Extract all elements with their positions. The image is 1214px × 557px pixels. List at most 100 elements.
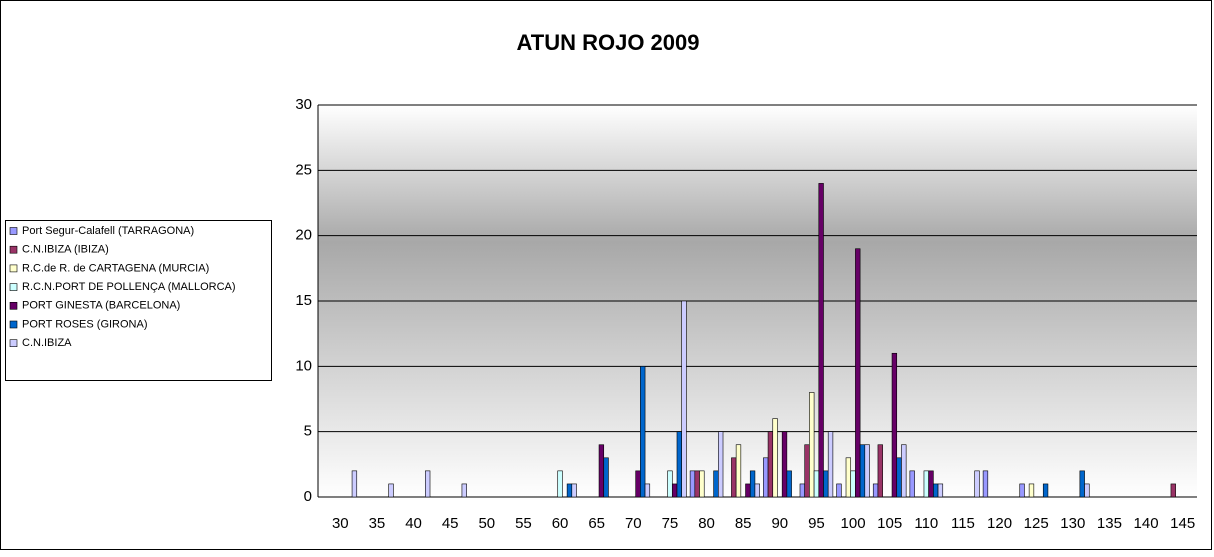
x-tick-label: 75 (662, 515, 679, 532)
x-tick-label: 40 (405, 515, 422, 532)
x-tick-label: 100 (841, 515, 866, 532)
bar (763, 457, 769, 498)
x-tick-label: 60 (552, 515, 569, 532)
legend-swatch (9, 301, 18, 310)
x-tick-label: 140 (1134, 515, 1159, 532)
x-tick-label: 120 (987, 515, 1012, 532)
bar (864, 444, 870, 498)
x-tick-label: 95 (808, 515, 825, 532)
x-tick-label: 110 (914, 515, 938, 532)
bar (425, 470, 431, 498)
bar (718, 431, 724, 498)
bar (933, 483, 939, 498)
x-tick-label: 50 (478, 515, 495, 532)
y-tick-label: 30 (295, 96, 312, 113)
x-tick-label: 65 (588, 515, 605, 532)
bar (872, 483, 879, 498)
bar (859, 444, 866, 498)
x-tick-label: 85 (735, 515, 752, 532)
bar (982, 470, 989, 498)
bar (923, 470, 929, 498)
y-tick-label: 5 (304, 423, 312, 440)
bar (640, 366, 646, 498)
x-tick-label: 90 (771, 515, 788, 532)
legend (5, 220, 272, 381)
bar (1028, 483, 1035, 498)
y-tick-label: 15 (295, 292, 312, 309)
bar (351, 470, 358, 498)
legend-label: R.C.de R. de CARTAGENA (MURCIA) (22, 262, 209, 274)
bar (566, 483, 573, 498)
legend-label: C.N.IBIZA (IBIZA) (22, 244, 109, 256)
bar (1170, 483, 1176, 498)
x-tick-label: 105 (877, 515, 902, 532)
chart-title: ATUN ROJO 2009 (517, 30, 700, 55)
bar (745, 483, 751, 498)
bar (827, 431, 834, 498)
bar (850, 470, 856, 498)
bar (671, 483, 678, 498)
bar (603, 457, 609, 498)
bar (855, 248, 861, 498)
bar (836, 483, 842, 498)
bar (974, 470, 980, 498)
bar (557, 470, 563, 498)
bar (804, 444, 810, 498)
bar (694, 470, 700, 498)
bar (1019, 483, 1025, 498)
bar (731, 457, 737, 498)
legend-swatch (9, 283, 18, 291)
x-tick-label: 80 (698, 515, 715, 532)
bar (681, 300, 687, 498)
bar (689, 470, 696, 498)
bar (891, 352, 898, 498)
y-tick-label: 10 (295, 357, 312, 374)
x-tick-label: 55 (515, 515, 532, 532)
x-tick-label: 115 (951, 515, 975, 532)
bar (749, 470, 756, 498)
bar (598, 444, 605, 498)
legend-label: PORT GINESTA (BARCELONA) (22, 300, 180, 312)
x-tick-label: 35 (369, 515, 386, 532)
bar (845, 457, 852, 498)
bar (713, 470, 719, 498)
legend-swatch (9, 227, 18, 235)
bar (699, 470, 705, 498)
x-tick-label: 145 (1170, 515, 1195, 532)
x-tick-label: 30 (332, 515, 349, 532)
bar (571, 483, 577, 498)
legend-label: R.C.N.PORT DE POLLENÇA (MALLORCA) (22, 281, 236, 293)
legend-swatch (9, 320, 18, 329)
bar (909, 470, 915, 498)
bar (1079, 470, 1085, 498)
legend-swatch (9, 245, 18, 254)
bar (937, 483, 944, 498)
x-tick-label: 70 (625, 515, 642, 532)
bar (818, 183, 824, 498)
bar (901, 444, 907, 498)
y-tick-label: 0 (304, 488, 312, 505)
legend-label: PORT ROSES (GIRONA) (22, 318, 148, 330)
legend-label: Port Segur-Calafell (TARRAGONA) (22, 225, 194, 237)
legend-swatch (9, 339, 18, 348)
bar (1084, 483, 1090, 498)
bar (644, 483, 651, 498)
x-tick-label: 130 (1060, 515, 1085, 532)
x-tick-label: 135 (1097, 515, 1122, 532)
bar (896, 457, 902, 498)
bar (667, 470, 673, 498)
bar (635, 470, 641, 498)
bar (772, 418, 778, 498)
x-tick-label: 45 (442, 515, 459, 532)
bar (799, 483, 805, 498)
bar (767, 431, 774, 498)
legend-label: C.N.IBIZA (22, 337, 72, 349)
bar (735, 444, 742, 498)
y-tick-label: 25 (295, 161, 312, 178)
bar (928, 470, 934, 498)
bar (877, 444, 883, 498)
bar (676, 431, 682, 498)
y-tick-label: 20 (295, 227, 312, 244)
bar (813, 470, 820, 498)
